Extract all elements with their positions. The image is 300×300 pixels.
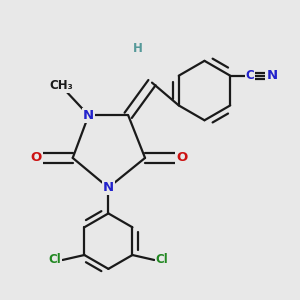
Text: Cl: Cl (156, 254, 169, 266)
Text: CH₃: CH₃ (49, 79, 73, 92)
Text: Cl: Cl (48, 254, 61, 266)
Text: N: N (103, 181, 114, 194)
Text: O: O (30, 152, 42, 164)
Text: N: N (266, 69, 278, 82)
Text: C: C (246, 69, 254, 82)
Text: O: O (176, 152, 187, 164)
Text: H: H (133, 42, 143, 56)
Text: N: N (83, 109, 94, 122)
